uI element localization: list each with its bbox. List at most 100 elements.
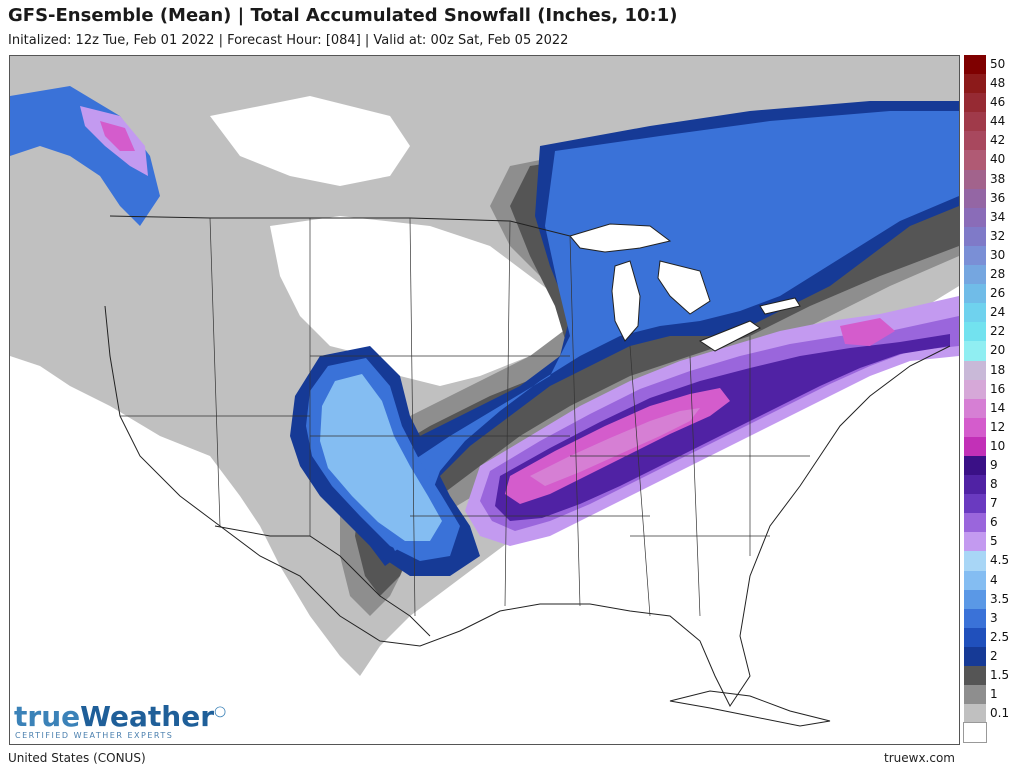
legend-row: 9 (964, 455, 1020, 476)
legend-label: 3.5 (990, 591, 1010, 606)
legend-label: 50 (990, 57, 1006, 71)
legend-label: 14 (990, 400, 1006, 415)
legend-swatch (964, 475, 986, 495)
legend-row: 38 (964, 169, 1020, 189)
legend-swatch (964, 551, 986, 571)
legend-swatch (964, 150, 986, 170)
logo-text-weather: Weather (80, 700, 215, 733)
legend-label: 4.5 (990, 553, 1010, 568)
snow-12in-northeast (840, 318, 895, 346)
legend-swatch (964, 245, 986, 266)
legend-label: 9 (990, 457, 998, 472)
legend-label: 24 (990, 305, 1006, 320)
state-lines (120, 217, 810, 617)
legend-label: 32 (990, 228, 1006, 243)
legend-label: 42 (990, 133, 1006, 148)
lake-ontario (759, 297, 801, 315)
legend-row: 4 (964, 570, 1020, 590)
legend-label: 6 (990, 515, 998, 530)
legend-row: 50 (964, 55, 1020, 75)
legend-swatch (964, 532, 986, 552)
legend-swatch (964, 303, 986, 323)
legend-row: 30 (964, 245, 1020, 266)
legend-label: 38 (990, 171, 1006, 186)
legend-swatch (964, 284, 986, 304)
lake-huron (657, 260, 711, 315)
legend-row: 42 (964, 131, 1020, 151)
legend-row: 3 (964, 608, 1020, 628)
legend-swatch (964, 417, 986, 437)
legend-label: 12 (990, 419, 1006, 434)
legend-swatch (964, 74, 986, 94)
legend-row: 10 (964, 436, 1020, 456)
logo-circle-icon: ○ (214, 703, 227, 720)
no-snow-canada (210, 96, 410, 186)
legend-row: 14 (964, 398, 1020, 418)
canada-border (109, 215, 571, 237)
legend-row: 20 (964, 341, 1020, 361)
legend-swatch (964, 379, 986, 399)
legend-row: 5 (964, 532, 1020, 552)
legend-row: 26 (964, 284, 1020, 304)
legend-swatch (964, 207, 986, 227)
legend-row: 0.1 (964, 704, 1020, 724)
legend-label: 1.5 (990, 668, 1010, 682)
us-coastline (104, 305, 951, 707)
no-snow-northern-plains (270, 216, 570, 386)
legend-label: 20 (990, 343, 1006, 358)
legend-swatch (964, 513, 986, 533)
legend-label: 4 (990, 572, 998, 587)
snowfall-legend: 50 48 46 44 42 40 38 36 34 32 30 28 26 24 22 20 18 16 14 12… (963, 55, 1020, 744)
legend-row: 32 (964, 226, 1020, 246)
legend-label: 28 (990, 267, 1006, 282)
legend-row: 34 (964, 207, 1020, 227)
legend-label: 1 (990, 687, 998, 702)
legend-row: 46 (964, 93, 1020, 113)
legend-swatch (964, 112, 986, 132)
legend-row: 8 (964, 475, 1020, 495)
legend-row: 7 (964, 494, 1020, 514)
legend-row: 1.5 (964, 666, 1020, 686)
legend-row: 24 (964, 303, 1020, 323)
snow-14in-core (530, 408, 700, 486)
legend-swatch (964, 608, 986, 628)
legend-label: 48 (990, 76, 1006, 91)
cuba-outline (669, 690, 831, 727)
legend-swatch (964, 169, 986, 189)
legend-row: 4.5 (964, 551, 1020, 571)
snow-mountains-west-magenta (100, 121, 135, 151)
legend-row: 12 (964, 417, 1020, 437)
logo-tagline: CERTIFIED WEATHER EXPERTS (15, 731, 174, 740)
legend-label: 26 (990, 286, 1006, 301)
snow-4in-southwest (320, 374, 442, 541)
legend-swatch (964, 646, 986, 666)
legend-label: 18 (990, 362, 1006, 377)
legend-label: 40 (990, 152, 1006, 167)
gulf-of-mexico (480, 601, 700, 744)
legend-swatch (964, 398, 986, 418)
legend-swatch (964, 570, 986, 590)
legend-row: 48 (964, 74, 1020, 94)
site-link[interactable]: truewx.com (884, 751, 955, 765)
legend-swatch (964, 226, 986, 246)
legend-swatch (964, 322, 986, 342)
legend-swatch (964, 93, 986, 113)
legend-row: 28 (964, 265, 1020, 285)
atlantic-ocean (730, 376, 959, 744)
lake-superior (569, 223, 672, 253)
trueweather-logo: trueWeather○ (14, 700, 226, 733)
legend-row: 44 (964, 112, 1020, 132)
legend-label: 36 (990, 190, 1006, 205)
legend-swatch (964, 627, 986, 647)
legend-row: 36 (964, 188, 1020, 208)
legend-label: 22 (990, 324, 1006, 339)
legend-row: 2 (964, 646, 1020, 666)
legend-swatch (964, 704, 986, 724)
legend-row: 6 (964, 513, 1020, 533)
snowfall-map-svg (10, 56, 959, 744)
legend-row (963, 722, 1020, 744)
map-title: GFS-Ensemble (Mean) | Total Accumulated … (8, 5, 678, 26)
legend-label: 0.1 (990, 706, 1010, 721)
legend-swatch (964, 265, 986, 285)
legend-swatch (964, 360, 986, 380)
